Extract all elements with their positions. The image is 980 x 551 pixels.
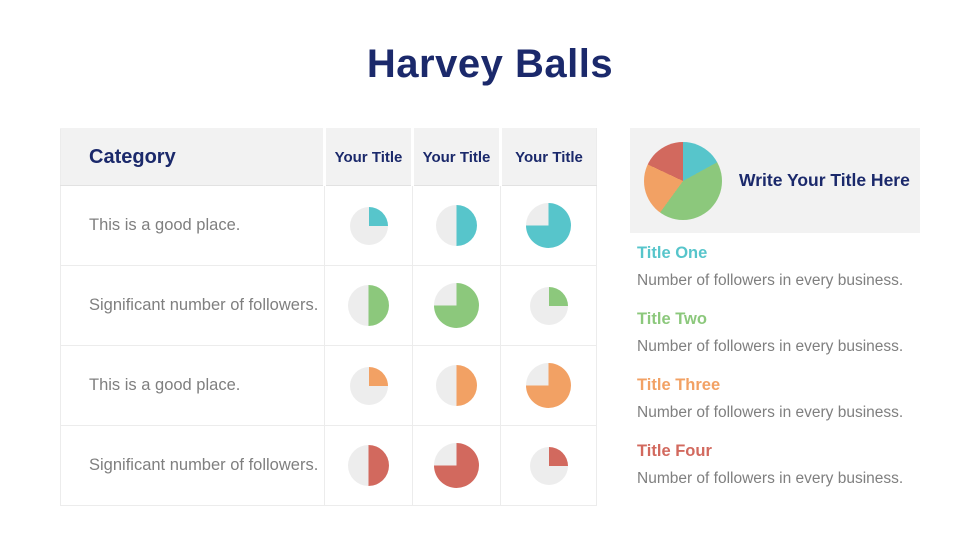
- harvey-ball-cell: [412, 425, 501, 506]
- row-category-label: This is a good place.: [60, 185, 325, 266]
- row-category-label: This is a good place.: [60, 345, 325, 426]
- harvey-ball-50-percent-green: [348, 285, 389, 326]
- table-header: Category Your Title Your Title Your Title: [60, 128, 597, 186]
- table-row: This is a good place.: [60, 185, 597, 266]
- harvey-ball-cell: [412, 345, 501, 426]
- column-header-your-title: Your Title: [323, 128, 413, 186]
- column-header-your-title: Your Title: [499, 128, 597, 186]
- harvey-ball-cell: [500, 185, 597, 266]
- legend: Title One Number of followers in every bu…: [637, 243, 937, 507]
- column-header-your-title: Your Title: [411, 128, 501, 186]
- legend-item-3: Title Three Number of followers in every …: [637, 375, 937, 422]
- legend-item-1: Title One Number of followers in every bu…: [637, 243, 937, 290]
- header-row: Category Your Title Your Title Your Title: [60, 128, 597, 186]
- harvey-ball-table: Category Your Title Your Title Your Title T…: [60, 128, 597, 506]
- column-header-category: Category: [60, 128, 325, 186]
- harvey-ball-75-percent-orange: [526, 363, 571, 408]
- table-row: This is a good place.: [60, 345, 597, 426]
- row-category-label: Significant number of followers.: [60, 425, 325, 506]
- page-title: Harvey Balls: [366, 42, 614, 86]
- legend-item-title: Title Three: [637, 376, 721, 394]
- harvey-ball-25-percent-red: [529, 446, 568, 485]
- legend-item-4: Title Four Number of followers in every b…: [637, 441, 937, 488]
- harvey-ball-cell: [324, 425, 413, 506]
- legend-item-title: Title Four: [637, 442, 712, 460]
- table-row: Significant number of followers.: [60, 425, 597, 506]
- harvey-ball-cell: [324, 185, 413, 266]
- harvey-ball-75-percent-red: [434, 443, 479, 488]
- harvey-ball-75-percent-teal: [526, 203, 571, 248]
- table-row: Significant number of followers.: [60, 265, 597, 346]
- legend-item-description: Number of followers in every business.: [637, 404, 904, 421]
- legend-item-description: Number of followers in every business.: [637, 338, 904, 355]
- legend-item-2: Title Two Number of followers in every bu…: [637, 309, 937, 356]
- harvey-ball-50-percent-teal: [436, 205, 477, 246]
- harvey-ball-25-percent-teal: [349, 206, 388, 245]
- harvey-ball-cell: [412, 265, 501, 346]
- summary-panel: Write Your Title Here: [630, 128, 920, 233]
- harvey-ball-50-percent-orange: [436, 365, 477, 406]
- legend-item-description: Number of followers in every business.: [637, 272, 904, 289]
- row-category-label: Significant number of followers.: [60, 265, 325, 346]
- summary-title: Write Your Title Here: [739, 170, 910, 190]
- harvey-ball-cell: [324, 265, 413, 346]
- harvey-ball-50-percent-red: [348, 445, 389, 486]
- harvey-ball-cell: [500, 345, 597, 426]
- harvey-ball-cell: [500, 265, 597, 346]
- harvey-ball-75-percent-green: [434, 283, 479, 328]
- harvey-ball-25-percent-orange: [349, 366, 388, 405]
- harvey-ball-cell: [500, 425, 597, 506]
- legend-item-title: Title Two: [637, 310, 707, 328]
- harvey-ball-25-percent-green: [529, 286, 568, 325]
- harvey-ball-cell: [324, 345, 413, 426]
- table-body: This is a good place. Significant number …: [60, 185, 597, 506]
- summary-pie-chart: [644, 141, 722, 220]
- legend-item-title: Title One: [637, 244, 708, 262]
- harvey-ball-cell: [412, 185, 501, 266]
- legend-item-description: Number of followers in every business.: [637, 470, 904, 487]
